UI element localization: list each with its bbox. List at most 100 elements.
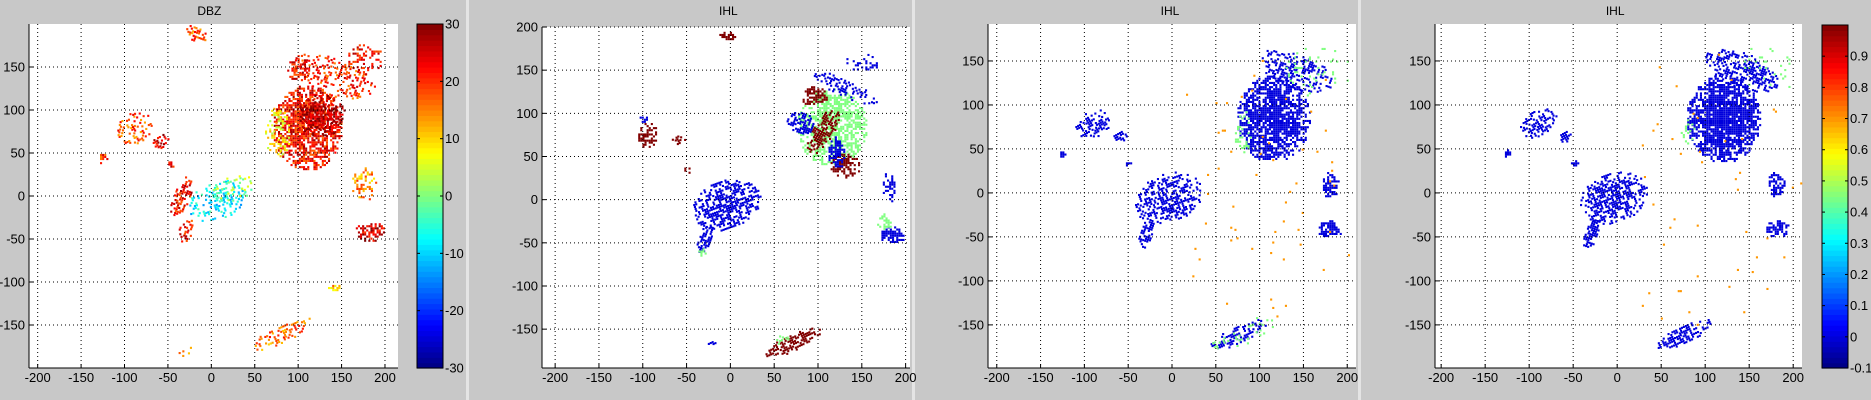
echo-pixel [818,139,821,142]
echo-pixel [1304,138,1307,141]
colorbar-swatch [417,104,443,111]
echo-pixel [678,142,681,145]
echo-pixel [1333,178,1336,181]
echo-pixel [1271,98,1274,101]
echo-pixel [1135,206,1138,209]
echo-pixel [288,108,291,111]
echo-pixel [721,196,724,199]
echo-pixel [230,189,233,192]
echo-pixel [121,120,124,123]
echo-pixel [708,243,711,246]
echo-pixel [1189,211,1192,214]
echo-pixel [747,199,750,202]
echo-pixel [314,119,317,122]
echo-pixel [220,199,223,202]
echo-pixel [279,142,282,145]
echo-pixel [1279,77,1282,80]
echo-pixel [702,209,705,212]
echo-pixel [186,28,189,31]
echo-pixel [733,216,736,219]
echo-pixel [354,173,357,176]
echo-pixel [215,208,218,211]
echo-pixel [811,327,814,330]
echo-pixel [351,97,354,100]
echo-pixel [816,119,819,122]
echo-pixel [894,234,897,237]
echo-pixel [811,96,814,99]
echo-pixel [754,188,757,191]
echo-pixel [815,139,818,142]
echo-pixel [1144,237,1147,240]
echo-pixel [1264,138,1267,141]
echo-pixel [719,225,722,228]
echo-pixel [1296,132,1299,135]
echo-pixel [372,239,375,242]
echo-pixel [783,342,786,345]
echo-pixel [307,110,310,113]
echo-pixel [294,126,297,129]
echo-pixel [273,120,276,123]
echo-pixel [1279,86,1282,89]
echo-pixel [837,79,840,82]
echo-pixel [887,230,890,233]
echo-pixel [1140,238,1143,241]
echo-pixel [1157,186,1160,189]
echo-pixel [332,104,335,107]
echo-pixel [310,109,313,112]
echo-pixel [786,120,789,123]
echo-pixel [1328,81,1331,84]
echo-pixel [1323,66,1326,69]
echo-pixel [334,135,337,138]
echo-pixel [727,211,730,214]
echo-pixel [290,118,293,121]
echo-pixel [298,143,301,146]
echo-pixel [825,100,828,103]
echo-pixel [371,50,374,53]
echo-pixel [721,189,724,192]
echo-pixel [1304,115,1307,118]
echo-pixel [217,196,220,199]
echo-pixel [1262,98,1265,101]
echo-pixel [1186,173,1189,176]
echo-pixel [737,190,740,193]
echo-pixel [364,227,367,230]
colorbar-swatch [417,45,443,52]
colorbar-swatch [417,308,443,315]
echo-pixel [140,118,143,121]
echo-pixel [821,161,824,164]
echo-pixel [807,123,810,126]
echo-pixel [180,235,183,238]
echo-pixel [750,190,753,193]
echo-pixel [1267,61,1270,64]
echo-pixel [825,94,828,97]
echo-pixel [794,335,797,338]
echo-pixel [693,204,696,207]
echo-pixel [1287,92,1290,95]
echo-pixel [156,144,159,147]
echo-pixel [185,181,188,184]
echo-pixel [1325,85,1328,88]
echo-pixel [819,90,822,93]
echo-pixel [1318,226,1321,229]
y-tick-label: 0 [531,192,538,207]
echo-pixel [865,89,868,92]
echo-pixel [1300,138,1303,141]
echo-pixel [291,67,294,70]
echo-pixel [296,98,299,101]
echo-pixel [311,131,314,134]
echo-pixel [307,151,310,154]
colorbar-swatch [417,50,443,57]
echo-pixel [267,338,270,341]
echo-pixel [1247,88,1250,91]
echo-pixel [1292,105,1295,108]
echo-pixel [814,129,817,132]
echo-pixel [374,235,377,238]
echo-pixel [224,215,227,218]
echo-pixel [823,121,826,124]
echo-pixel [302,320,305,323]
echo-pixel [320,97,323,100]
echo-pixel [1318,68,1321,71]
echo-pixel [303,118,306,121]
echo-pixel [827,132,830,135]
echo-pixel [770,353,773,356]
